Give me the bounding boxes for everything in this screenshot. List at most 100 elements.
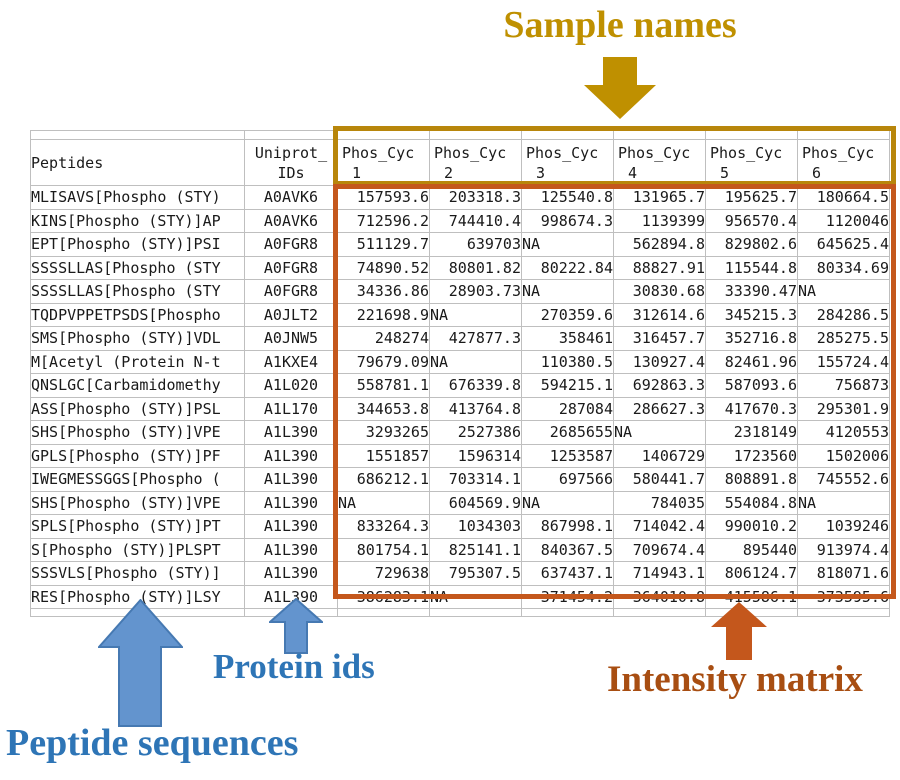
intensity-cell[interactable]: NA xyxy=(429,349,522,374)
intensity-cell[interactable]: 358461 xyxy=(521,326,614,351)
intensity-cell[interactable]: 2685655 xyxy=(521,420,614,445)
uniprot-cell[interactable]: A1L170 xyxy=(244,396,338,421)
uniprot-cell[interactable]: A1L390 xyxy=(244,467,338,492)
uniprot-cell[interactable]: A1L390 xyxy=(244,537,338,562)
intensity-cell[interactable]: 594215.1 xyxy=(521,373,614,398)
intensity-cell[interactable]: 639703 xyxy=(429,232,522,257)
intensity-cell[interactable]: 286627.3 xyxy=(613,396,706,421)
intensity-cell[interactable]: 221698.9 xyxy=(337,302,430,327)
intensity-cell[interactable]: NA xyxy=(337,490,430,515)
peptide-cell[interactable]: SHS[Phospho (STY)]VPE xyxy=(30,420,245,445)
peptide-cell[interactable]: S[Phospho (STY)]PLSPT xyxy=(30,537,245,562)
peptide-cell[interactable]: EPT[Phospho (STY)]PSI xyxy=(30,232,245,257)
uniprot-header-cell[interactable]: Uniprot_ IDs xyxy=(244,139,338,186)
intensity-cell[interactable]: 1034303 xyxy=(429,514,522,539)
intensity-cell[interactable]: 806124.7 xyxy=(705,561,798,586)
intensity-cell[interactable]: 386283.1 xyxy=(337,584,430,609)
intensity-cell[interactable]: 34336.86 xyxy=(337,279,430,304)
intensity-cell[interactable]: 373595.6 xyxy=(797,584,890,609)
intensity-cell[interactable]: 745552.6 xyxy=(797,467,890,492)
intensity-cell[interactable]: 756873 xyxy=(797,373,890,398)
peptide-cell[interactable]: MLISAVS[Phospho (STY) xyxy=(30,185,245,210)
intensity-cell[interactable]: 4120553 xyxy=(797,420,890,445)
intensity-cell[interactable]: 686212.1 xyxy=(337,467,430,492)
uniprot-cell[interactable]: A0JNW5 xyxy=(244,326,338,351)
intensity-cell[interactable]: 1139399 xyxy=(613,208,706,233)
peptide-cell[interactable]: RES[Phospho (STY)]LSY xyxy=(30,584,245,609)
intensity-cell[interactable]: 79679.09 xyxy=(337,349,430,374)
intensity-cell[interactable]: 80222.84 xyxy=(521,255,614,280)
intensity-cell[interactable]: 30830.68 xyxy=(613,279,706,304)
intensity-cell[interactable]: NA xyxy=(521,490,614,515)
intensity-cell[interactable]: NA xyxy=(797,279,890,304)
uniprot-cell[interactable]: A1L390 xyxy=(244,443,338,468)
intensity-cell[interactable]: 3293265 xyxy=(337,420,430,445)
uniprot-cell[interactable]: A0AVK6 xyxy=(244,185,338,210)
intensity-cell[interactable]: 645625.4 xyxy=(797,232,890,257)
intensity-cell[interactable]: 344653.8 xyxy=(337,396,430,421)
intensity-cell[interactable]: 316457.7 xyxy=(613,326,706,351)
intensity-cell[interactable]: 511129.7 xyxy=(337,232,430,257)
peptide-cell[interactable]: KINS[Phospho (STY)]AP xyxy=(30,208,245,233)
intensity-cell[interactable]: 1406729 xyxy=(613,443,706,468)
uniprot-cell[interactable]: A1L390 xyxy=(244,561,338,586)
intensity-cell[interactable]: 784035 xyxy=(613,490,706,515)
uniprot-cell[interactable]: A0AVK6 xyxy=(244,208,338,233)
intensity-cell[interactable]: 295301.9 xyxy=(797,396,890,421)
intensity-cell[interactable]: NA xyxy=(521,279,614,304)
peptide-cell[interactable]: SHS[Phospho (STY)]VPE xyxy=(30,490,245,515)
intensity-cell[interactable]: 895440 xyxy=(705,537,798,562)
intensity-cell[interactable]: 371454.2 xyxy=(521,584,614,609)
intensity-cell[interactable]: 829802.6 xyxy=(705,232,798,257)
intensity-cell[interactable]: 155724.4 xyxy=(797,349,890,374)
peptide-cell[interactable]: SSSSLLAS[Phospho (STY xyxy=(30,255,245,280)
peptide-cell[interactable]: IWEGMESSGGS[Phospho ( xyxy=(30,467,245,492)
intensity-cell[interactable]: 28903.73 xyxy=(429,279,522,304)
peptide-cell[interactable]: M[Acetyl (Protein N-t xyxy=(30,349,245,374)
intensity-cell[interactable]: 998674.3 xyxy=(521,208,614,233)
intensity-cell[interactable]: 703314.1 xyxy=(429,467,522,492)
sample-header-cell-2[interactable]: Phos_Cyc 2 xyxy=(429,139,522,186)
uniprot-cell[interactable]: A0JLT2 xyxy=(244,302,338,327)
intensity-cell[interactable]: 115544.8 xyxy=(705,255,798,280)
intensity-cell[interactable]: 562894.8 xyxy=(613,232,706,257)
intensity-cell[interactable]: 2527386 xyxy=(429,420,522,445)
sample-header-cell-1[interactable]: Phos_Cyc 1 xyxy=(337,139,430,186)
intensity-cell[interactable]: 637437.1 xyxy=(521,561,614,586)
intensity-cell[interactable]: 692863.3 xyxy=(613,373,706,398)
intensity-cell[interactable]: NA xyxy=(613,420,706,445)
intensity-cell[interactable]: 1120046 xyxy=(797,208,890,233)
sample-header-cell-3[interactable]: Phos_Cyc 3 xyxy=(521,139,614,186)
intensity-cell[interactable]: 157593.6 xyxy=(337,185,430,210)
intensity-cell[interactable]: 33390.47 xyxy=(705,279,798,304)
intensity-cell[interactable]: 867998.1 xyxy=(521,514,614,539)
intensity-cell[interactable]: 580441.7 xyxy=(613,467,706,492)
intensity-cell[interactable]: 2318149 xyxy=(705,420,798,445)
intensity-cell[interactable]: 604569.9 xyxy=(429,490,522,515)
intensity-cell[interactable]: 203318.3 xyxy=(429,185,522,210)
intensity-cell[interactable]: 195625.7 xyxy=(705,185,798,210)
peptide-cell[interactable]: TQDPVPPETPSDS[Phospho xyxy=(30,302,245,327)
intensity-cell[interactable]: 714943.1 xyxy=(613,561,706,586)
uniprot-cell[interactable]: A1L020 xyxy=(244,373,338,398)
intensity-cell[interactable]: 714042.4 xyxy=(613,514,706,539)
intensity-cell[interactable]: 417670.3 xyxy=(705,396,798,421)
intensity-cell[interactable]: NA xyxy=(429,302,522,327)
intensity-cell[interactable]: 110380.5 xyxy=(521,349,614,374)
intensity-cell[interactable]: 364010.8 xyxy=(613,584,706,609)
uniprot-cell[interactable]: A1L390 xyxy=(244,514,338,539)
intensity-cell[interactable]: 729638 xyxy=(337,561,430,586)
intensity-cell[interactable]: 345215.3 xyxy=(705,302,798,327)
peptide-cell[interactable]: SSSVLS[Phospho (STY)] xyxy=(30,561,245,586)
intensity-cell[interactable]: 125540.8 xyxy=(521,185,614,210)
intensity-cell[interactable]: 825141.1 xyxy=(429,537,522,562)
intensity-cell[interactable]: 840367.5 xyxy=(521,537,614,562)
intensity-cell[interactable]: 1596314 xyxy=(429,443,522,468)
intensity-cell[interactable]: 1723560 xyxy=(705,443,798,468)
uniprot-cell[interactable]: A0FGR8 xyxy=(244,279,338,304)
peptide-cell[interactable]: QNSLGC[Carbamidomethy xyxy=(30,373,245,398)
sample-header-cell-5[interactable]: Phos_Cyc 5 xyxy=(705,139,798,186)
peptides-header-cell[interactable]: Peptides xyxy=(30,139,245,186)
intensity-cell[interactable]: 130927.4 xyxy=(613,349,706,374)
intensity-cell[interactable]: 990010.2 xyxy=(705,514,798,539)
